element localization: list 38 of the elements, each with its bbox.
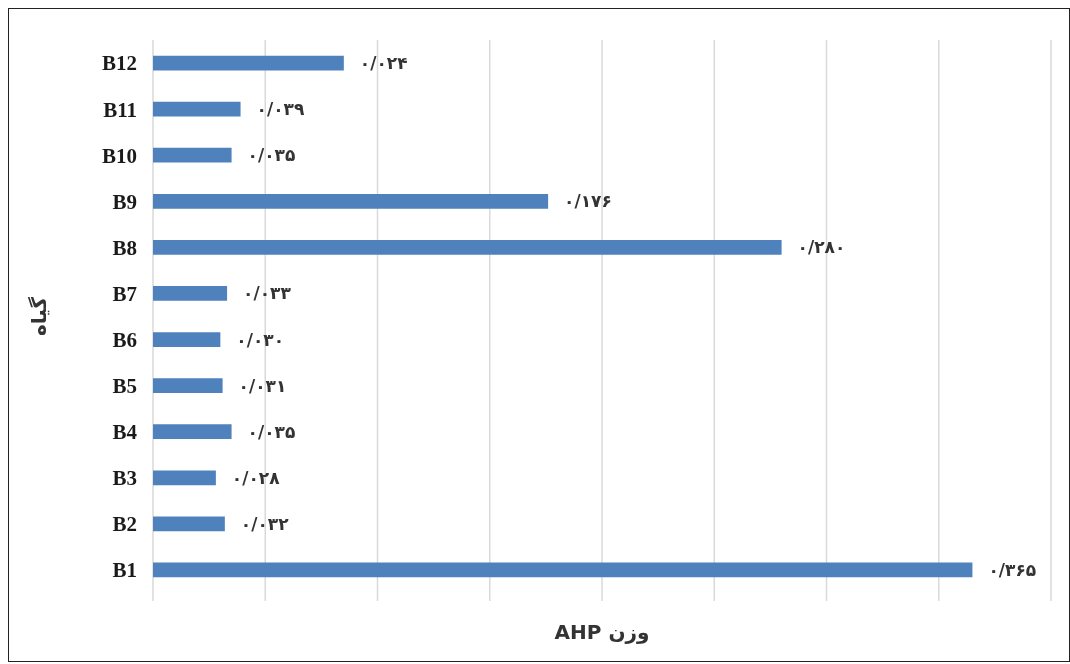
y-tick-label: B10: [101, 143, 137, 168]
bar: [153, 516, 225, 532]
bar: [153, 286, 228, 301]
y-tick-label: B12: [101, 51, 137, 76]
data-label: ۰/۲۸۰: [797, 237, 846, 258]
data-label: ۰/۰۳۵: [247, 145, 296, 166]
y-tick-label: B1: [112, 558, 137, 583]
y-tick-label: B9: [112, 189, 137, 214]
bar: [153, 332, 221, 347]
bar: [153, 193, 549, 209]
data-label: ۰/۰۳۹: [256, 99, 305, 120]
y-tick-label: B3: [112, 466, 137, 491]
data-label: ۰/۰۳۰: [236, 329, 285, 350]
bar: [153, 424, 232, 440]
data-label: ۰/۳۶۵: [988, 559, 1037, 580]
bar: [153, 378, 223, 393]
data-label: ۰/۰۲۸: [231, 467, 281, 488]
bar: [153, 147, 232, 163]
data-label: ۰/۰۳۵: [247, 421, 296, 442]
y-tick-label: B2: [112, 512, 137, 537]
y-tick-label: B5: [112, 374, 137, 399]
x-axis-title: وزن AHP: [554, 620, 650, 644]
y-tick-label: B11: [103, 97, 137, 122]
data-label: ۰/۱۷۶: [564, 191, 612, 212]
bar: [153, 562, 973, 578]
data-label: ۰/۰۳۳: [243, 283, 292, 304]
bar: [153, 240, 782, 255]
y-axis-title: گیاه: [27, 296, 52, 337]
bar: [153, 55, 344, 71]
data-label: ۰/۰۲۴: [359, 53, 408, 74]
data-label: ۰/۰۳۲: [240, 513, 290, 534]
y-tick-label: B4: [112, 420, 138, 445]
y-tick-label: B7: [112, 281, 137, 306]
y-tick-label: B8: [112, 235, 137, 260]
bar: [153, 101, 241, 117]
data-label: ۰/۰۳۱: [238, 375, 287, 396]
bar: [153, 470, 216, 486]
y-tick-label: B6: [112, 328, 137, 352]
